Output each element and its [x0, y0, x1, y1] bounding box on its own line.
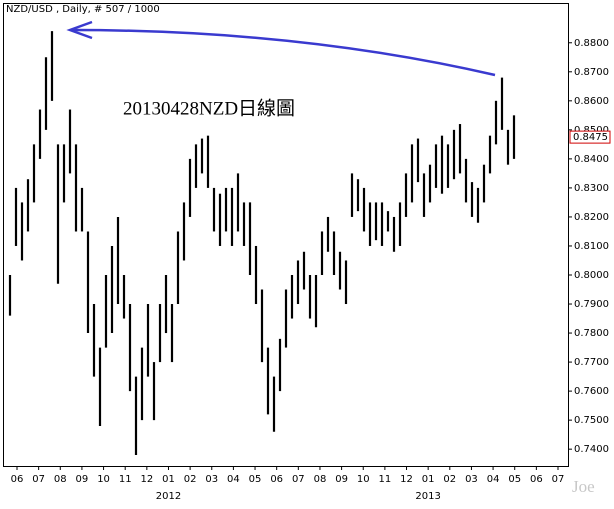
- x-tick-label: 07: [32, 474, 45, 485]
- arrow-head: [66, 20, 93, 40]
- year-label: 2012: [156, 491, 181, 502]
- x-tick-label: 08: [54, 474, 67, 485]
- y-tick-label: 0.7800: [574, 328, 609, 339]
- y-tick-label: 0.7600: [574, 386, 609, 397]
- last-price-label: 0.8475: [573, 132, 608, 143]
- plot-frame: [3, 3, 569, 467]
- marks: [8, 31, 516, 455]
- annotation: 20130428NZD日線圖: [123, 97, 295, 119]
- watermark: Joe: [572, 477, 595, 496]
- x-tick-label: 01: [162, 474, 175, 485]
- x-tick-label: 08: [314, 474, 327, 485]
- x-tick-label: 03: [205, 474, 218, 485]
- y-tick-label: 0.8800: [574, 38, 609, 49]
- y-tick-label: 0.8300: [574, 183, 609, 194]
- x-tick-label: 02: [184, 474, 197, 485]
- x-tick-label: 06: [11, 474, 24, 485]
- chart-title: NZD/USD , Daily, # 507 / 1000: [6, 4, 160, 15]
- y-tick-label: 0.8700: [574, 67, 609, 78]
- x-tick-label: 12: [140, 474, 153, 485]
- x-tick-label: 10: [97, 474, 110, 485]
- y-tick-label: 0.8500: [574, 125, 609, 136]
- y-tick-label: 0.7400: [574, 444, 609, 455]
- last-price-box: [569, 130, 611, 144]
- x-tick-label: 04: [227, 474, 240, 485]
- y-tick-label: 0.8000: [574, 270, 609, 281]
- x-tick-label: 06: [270, 474, 283, 485]
- y-tick-label: 0.7900: [574, 299, 609, 310]
- x-tick-label: 07: [292, 474, 305, 485]
- y-tick-label: 0.7500: [574, 415, 609, 426]
- year-label: 2013: [415, 491, 440, 502]
- x-tick-label: 12: [400, 474, 413, 485]
- x-tick-label: 02: [443, 474, 456, 485]
- x-tick-label: 04: [487, 474, 500, 485]
- x-tick-label: 09: [76, 474, 89, 485]
- x-tick-label: 09: [335, 474, 348, 485]
- x-tick-label: 06: [530, 474, 543, 485]
- x-tick-label: 11: [119, 474, 132, 485]
- x-tick-label: 11: [379, 474, 392, 485]
- y-tick-label: 0.8400: [574, 154, 609, 165]
- y-tick-label: 0.7700: [574, 357, 609, 368]
- x-tick-label: 10: [357, 474, 370, 485]
- arrow: [71, 28, 496, 77]
- y-tick-label: 0.8200: [574, 212, 609, 223]
- y-tick-label: 0.8600: [574, 96, 609, 107]
- x-tick-label: 07: [552, 474, 565, 485]
- x-tick-label: 05: [508, 474, 521, 485]
- x-tick-label: 03: [465, 474, 478, 485]
- x-tick-label: 05: [249, 474, 262, 485]
- y-tick-label: 0.8100: [574, 241, 609, 252]
- x-tick-label: 01: [422, 474, 435, 485]
